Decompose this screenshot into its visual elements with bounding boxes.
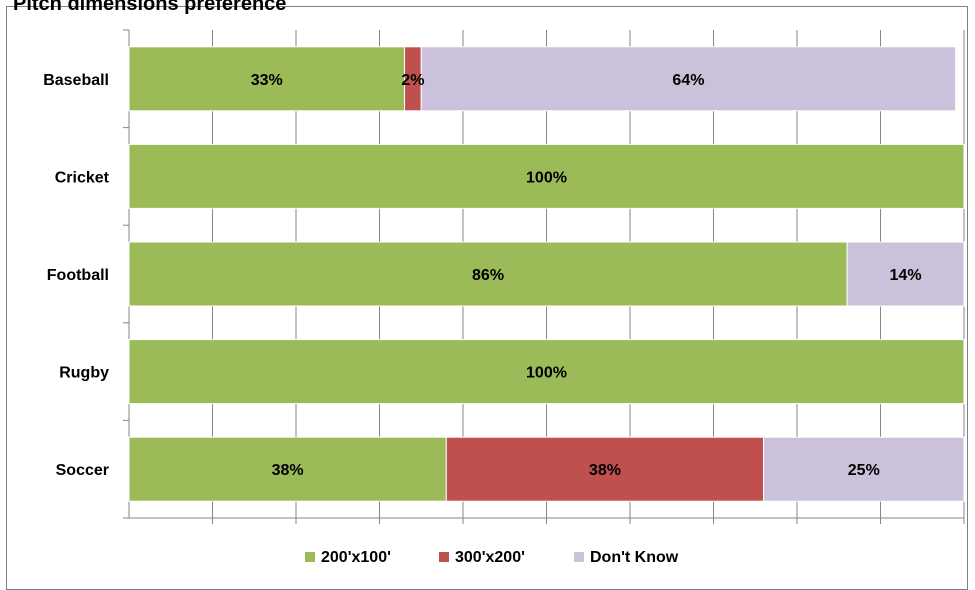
data-label: 2% — [401, 72, 424, 89]
data-label: 33% — [251, 72, 283, 89]
category-label-football: Football — [47, 267, 109, 284]
bars — [128, 46, 965, 502]
chart-title: Pitch dimensions preference — [13, 0, 287, 15]
category-labels: Baseball Cricket Football Rugby Soccer — [43, 72, 109, 479]
category-label-baseball: Baseball — [43, 72, 109, 89]
category-label-soccer: Soccer — [56, 462, 109, 479]
data-label: 86% — [472, 267, 504, 284]
bar-football-series-3 — [846, 241, 965, 307]
legend-label: Don't Know — [590, 549, 679, 566]
legend-swatch — [439, 552, 449, 562]
bar-football-series-1 — [128, 241, 848, 307]
bar-rugby-series-1 — [128, 339, 965, 405]
legend: 200'x100' 300'x200' Don't Know — [305, 549, 679, 566]
legend-label: 200'x100' — [321, 549, 391, 566]
data-label: 25% — [848, 462, 880, 479]
bar-cricket-series-1 — [128, 143, 965, 209]
bar-baseball-series-1 — [128, 46, 406, 112]
data-label: 14% — [890, 267, 922, 284]
category-label-rugby: Rugby — [59, 365, 109, 382]
legend-swatch — [305, 552, 315, 562]
bar-baseball-series-3 — [420, 46, 957, 112]
data-label: 38% — [589, 462, 621, 479]
data-label: 38% — [272, 462, 304, 479]
data-label: 100% — [526, 169, 567, 186]
data-label: 100% — [526, 365, 567, 382]
bar-soccer-series-2 — [445, 436, 765, 502]
legend-swatch — [574, 552, 584, 562]
legend-label: 300'x200' — [455, 549, 525, 566]
data-label: 64% — [672, 72, 704, 89]
data-labels: 33% 2% 64% 100% 86% 14% 100% 38% 38% 25% — [251, 72, 922, 479]
bar-soccer-series-3 — [763, 436, 965, 502]
bar-soccer-series-1 — [128, 436, 447, 502]
category-label-cricket: Cricket — [55, 169, 110, 186]
